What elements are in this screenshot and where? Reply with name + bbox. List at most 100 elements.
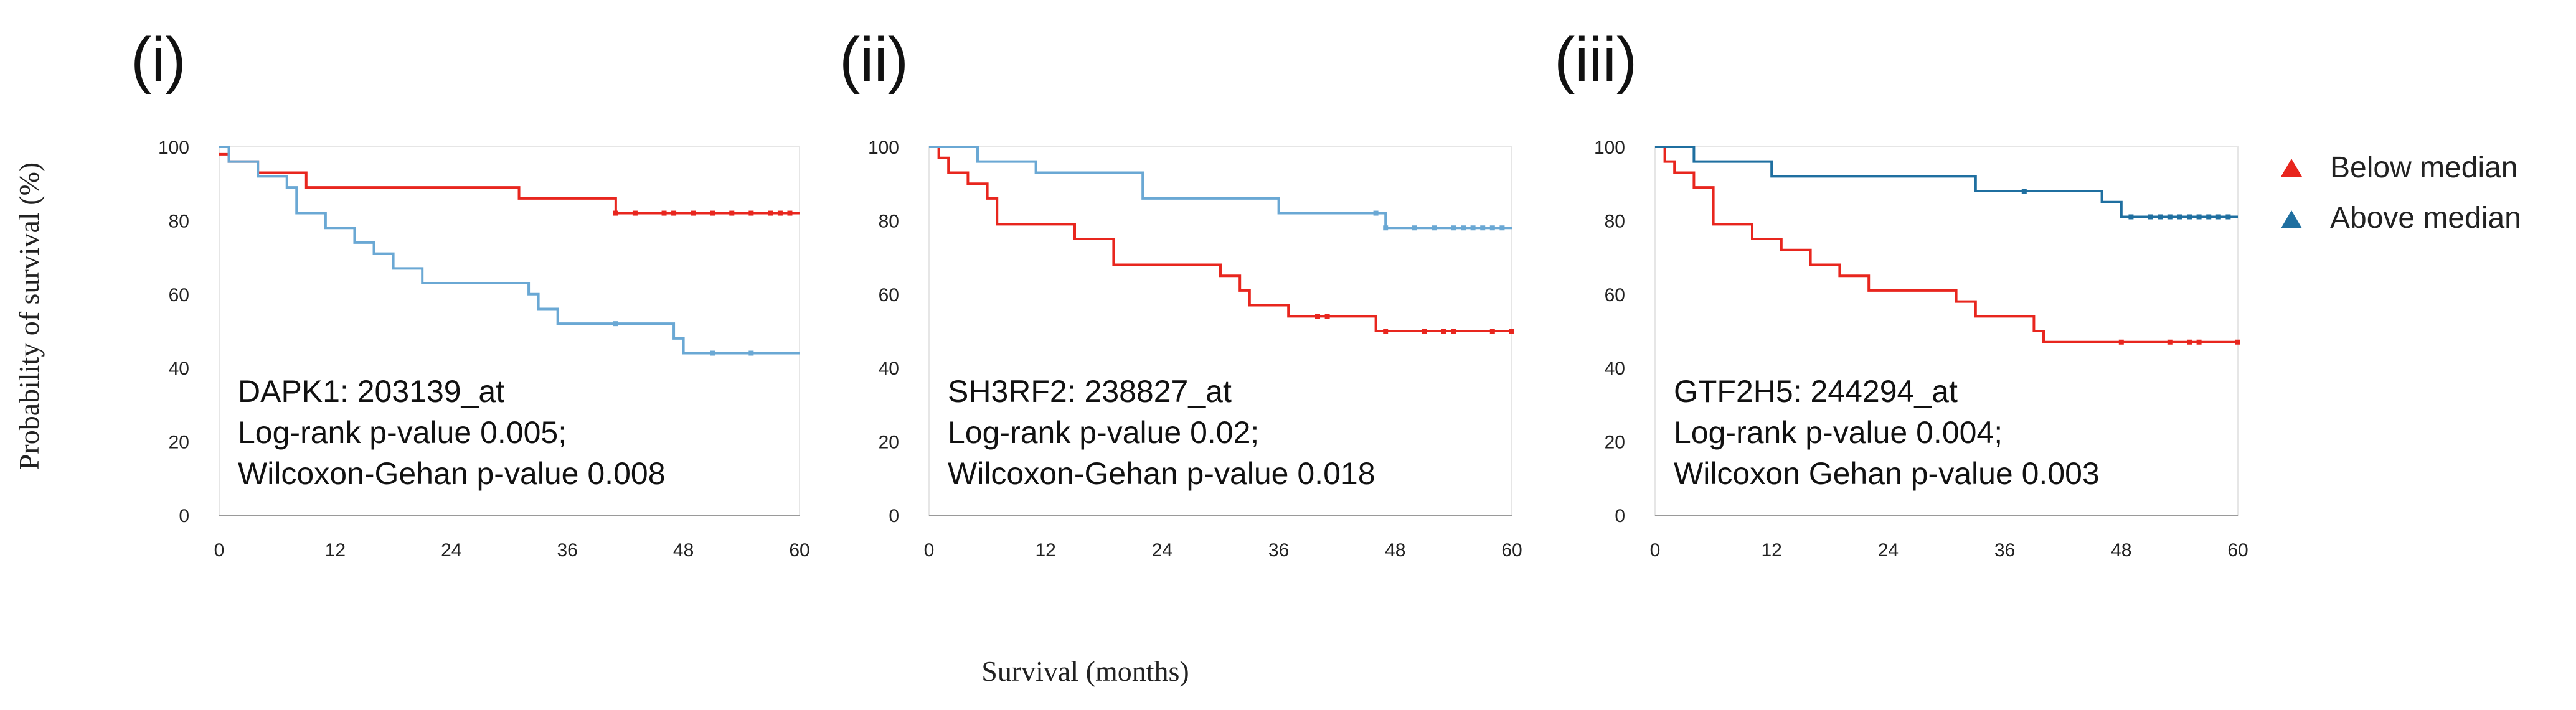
x-tick-label: 12 — [325, 540, 346, 561]
annotation-line: DAPK1: 203139_at — [238, 374, 504, 409]
x-tick-label: 36 — [1994, 540, 2015, 561]
legend-marker-below-median — [2281, 159, 2302, 177]
censor-mark — [1451, 225, 1456, 231]
y-tick-label: 0 — [889, 506, 899, 526]
censor-mark — [2215, 214, 2221, 220]
chart-panel-1: (i) 0 20 40 60 80 100 0 12 24 36 48 60 DAPK1: 203139_… — [131, 25, 810, 561]
y-tick-label: 100 — [868, 138, 899, 158]
censor-mark — [768, 210, 773, 216]
censor-mark — [2021, 189, 2027, 194]
legend-marker-above-median — [2281, 210, 2302, 228]
censor-mark — [661, 210, 667, 216]
chart-panel-2: (ii) 0 20 40 60 80 100 0 12 24 36 48 60 SH3RF2: 23882… — [839, 25, 1522, 561]
x-tick-label: 0 — [1650, 540, 1661, 561]
censor-mark — [2177, 214, 2182, 220]
censor-mark — [632, 210, 638, 216]
censor-mark — [1383, 329, 1389, 334]
annotation-line: SH3RF2: 238827_at — [948, 374, 1232, 409]
y-tick-label: 60 — [169, 285, 189, 306]
censor-mark — [1422, 329, 1427, 334]
censor-mark — [1412, 225, 1417, 231]
censor-mark — [2196, 214, 2202, 220]
censor-mark — [2206, 214, 2212, 220]
series-below-median — [219, 152, 800, 216]
censor-mark — [777, 210, 783, 216]
censor-mark — [2187, 214, 2192, 220]
x-tick-label: 48 — [673, 540, 694, 561]
annotation-line: Wilcoxon-Gehan p-value 0.018 — [948, 456, 1375, 491]
x-tick-label: 48 — [2111, 540, 2131, 561]
annotation-line: Wilcoxon Gehan p-value 0.003 — [1674, 456, 2100, 491]
x-tick-label: 48 — [1385, 540, 1405, 561]
annotation-line: GTF2H5: 244294_at — [1674, 374, 1958, 409]
censor-mark — [613, 321, 618, 327]
x-tick-label: 12 — [1762, 540, 1782, 561]
x-tick-label: 24 — [441, 540, 461, 561]
y-tick-label: 60 — [1605, 285, 1625, 306]
censor-mark — [2235, 339, 2240, 345]
censor-mark — [787, 210, 793, 216]
censor-mark — [710, 210, 715, 216]
survival-curve — [1655, 146, 2238, 218]
censor-mark — [691, 210, 696, 216]
annotation-line: Wilcoxon-Gehan p-value 0.008 — [238, 456, 666, 491]
series-above-median — [219, 146, 800, 356]
censor-mark — [2187, 339, 2192, 345]
survival-curve — [1655, 146, 2238, 343]
censor-mark — [1324, 314, 1330, 319]
censor-mark — [2167, 339, 2173, 345]
censor-mark — [1480, 225, 1486, 231]
censor-mark — [1489, 225, 1495, 231]
series-above-median — [1655, 146, 2238, 220]
survival-curve — [929, 146, 1512, 230]
legend-label-above-median: Above median — [2330, 202, 2521, 235]
censor-mark — [1432, 225, 1437, 231]
censor-mark — [2225, 214, 2231, 220]
chart-panels: (i) 0 20 40 60 80 100 0 12 24 36 48 60 DAPK1: 203139_… — [131, 25, 2248, 561]
legend-item-below-median: Below median — [2281, 151, 2518, 184]
y-tick-label: 100 — [158, 138, 189, 158]
y-tick-label: 40 — [169, 358, 189, 379]
x-tick-label: 36 — [1268, 540, 1289, 561]
censor-mark — [2118, 339, 2124, 345]
censor-mark — [1499, 225, 1505, 231]
y-tick-label: 0 — [1615, 506, 1625, 526]
y-tick-label: 60 — [879, 285, 899, 306]
y-tick-label: 20 — [1605, 432, 1625, 453]
censor-mark — [1470, 225, 1476, 231]
series-below-median — [1655, 146, 2240, 345]
x-tick-label: 60 — [1501, 540, 1522, 561]
y-tick-label: 0 — [179, 506, 189, 526]
x-tick-label: 60 — [789, 540, 809, 561]
censor-mark — [613, 210, 618, 216]
panel-label: (i) — [131, 25, 186, 95]
censor-mark — [1383, 225, 1389, 231]
y-tick-label: 20 — [169, 432, 189, 453]
y-tick-label: 40 — [1605, 358, 1625, 379]
x-tick-label: 12 — [1036, 540, 1056, 561]
censor-mark — [1509, 329, 1514, 334]
legend: Below median Above median — [2281, 151, 2521, 235]
censor-mark — [1451, 329, 1456, 334]
x-tick-label: 0 — [924, 540, 935, 561]
x-tick-label: 24 — [1878, 540, 1899, 561]
legend-label-below-median: Below median — [2330, 151, 2518, 184]
y-tick-label: 80 — [879, 211, 899, 231]
series-above-median — [929, 146, 1512, 231]
censor-mark — [748, 350, 754, 356]
censor-mark — [1441, 329, 1446, 334]
censor-mark — [2158, 214, 2163, 220]
censor-mark — [2148, 214, 2153, 220]
censor-mark — [1489, 329, 1495, 334]
annotation-line: Log-rank p-value 0.02; — [948, 415, 1259, 450]
censor-mark — [1315, 314, 1320, 319]
y-axis-title: Probability of survival (%) — [13, 162, 45, 470]
legend-item-above-median: Above median — [2281, 202, 2521, 235]
y-tick-label: 40 — [879, 358, 899, 379]
panel-label: (ii) — [839, 25, 908, 95]
censor-mark — [671, 210, 677, 216]
censor-mark — [1461, 225, 1466, 231]
y-tick-label: 20 — [879, 432, 899, 453]
survival-curve — [219, 152, 800, 215]
panel-label: (iii) — [1554, 25, 1637, 95]
